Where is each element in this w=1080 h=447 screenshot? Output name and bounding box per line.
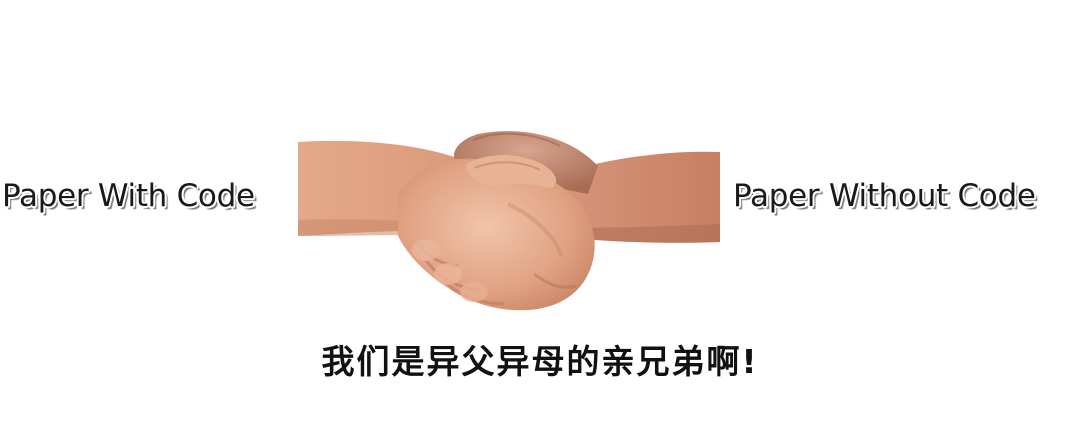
handshake-icon xyxy=(298,131,720,311)
right-label: Paper Without Code xyxy=(733,178,1036,214)
handshake-image xyxy=(298,124,720,314)
left-label: Paper With Code xyxy=(2,178,255,214)
caption: 我们是异父异母的亲兄弟啊! xyxy=(321,342,759,381)
